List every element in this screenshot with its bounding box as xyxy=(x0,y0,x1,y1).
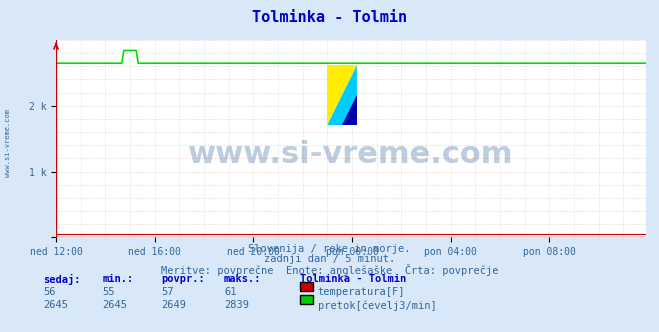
Text: Tolminka - Tolmin: Tolminka - Tolmin xyxy=(300,274,406,284)
Text: 2645: 2645 xyxy=(102,300,127,310)
Text: 2839: 2839 xyxy=(224,300,249,310)
Text: Tolminka - Tolmin: Tolminka - Tolmin xyxy=(252,10,407,25)
Text: www.si-vreme.com: www.si-vreme.com xyxy=(188,140,513,169)
Text: www.si-vreme.com: www.si-vreme.com xyxy=(5,109,11,177)
Text: maks.:: maks.: xyxy=(224,274,262,284)
Text: 56: 56 xyxy=(43,287,55,297)
Text: 2649: 2649 xyxy=(161,300,186,310)
Text: zadnji dan / 5 minut.: zadnji dan / 5 minut. xyxy=(264,254,395,264)
Text: sedaj:: sedaj: xyxy=(43,274,80,285)
Text: povpr.:: povpr.: xyxy=(161,274,205,284)
Text: 2645: 2645 xyxy=(43,300,68,310)
Text: 55: 55 xyxy=(102,287,115,297)
Text: Slovenija / reke in morje.: Slovenija / reke in morje. xyxy=(248,244,411,254)
Polygon shape xyxy=(328,65,357,125)
Text: pretok[čevelj3/min]: pretok[čevelj3/min] xyxy=(318,300,436,311)
Polygon shape xyxy=(328,65,357,125)
Text: Meritve: povprečne  Enote: anglešaške  Črta: povprečje: Meritve: povprečne Enote: anglešaške Črt… xyxy=(161,264,498,276)
Text: min.:: min.: xyxy=(102,274,133,284)
Text: temperatura[F]: temperatura[F] xyxy=(318,287,405,297)
Text: 57: 57 xyxy=(161,287,174,297)
Polygon shape xyxy=(342,95,357,125)
Text: 61: 61 xyxy=(224,287,237,297)
